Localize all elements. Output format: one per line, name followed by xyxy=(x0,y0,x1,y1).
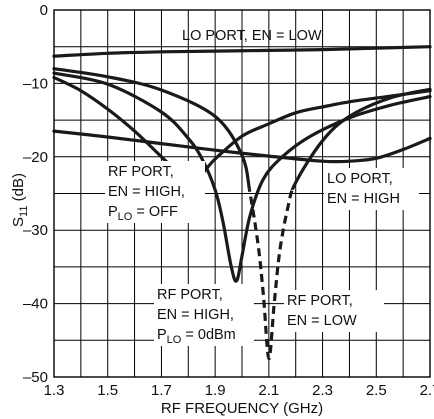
y-axis-label-unit: (dB) xyxy=(10,173,27,206)
annotation-rf-port-en-high-plo-0dbm: RF PORT, EN = HIGH, PLO = 0dBm xyxy=(154,284,254,346)
x-tick-label: 1.5 xyxy=(97,382,118,399)
series-lo-port-en-high-line xyxy=(52,129,432,164)
annotation-rf-port-en-low: RF PORT, EN = LOW xyxy=(284,290,384,332)
y-tick-label: –10 xyxy=(23,75,48,92)
x-tick-label: 1.3 xyxy=(44,382,65,399)
annotation-line: RF PORT, xyxy=(108,164,174,180)
tick-labels: 1.3 1.5 1.7 1.9 2.1 2.3 2.5 2.7 0 –10 –20 –30 –40 –50 xyxy=(23,2,434,399)
y-tick-label: –30 xyxy=(23,222,48,239)
annotation-background xyxy=(154,284,254,346)
curves xyxy=(52,45,432,361)
series-rf-port-en-low-dashed-line xyxy=(247,189,295,361)
x-tick-label: 2.3 xyxy=(312,382,333,399)
x-tick-label: 2.7 xyxy=(420,382,434,399)
annotation-lo-port-en-low: LO PORT, EN = LOW xyxy=(182,28,322,44)
annotation-line: EN = LOW xyxy=(287,313,357,329)
x-tick-label: 2.1 xyxy=(258,382,279,399)
annotation-line: RF PORT, xyxy=(157,287,223,303)
y-axis-label-main: S xyxy=(10,217,27,227)
annotation-line: EN = HIGH xyxy=(327,191,400,207)
series-lo-port-en-low-line xyxy=(52,45,432,58)
annotation-line: RF PORT, xyxy=(287,293,353,309)
annotation-line: PLO = 0dBm xyxy=(157,327,236,346)
annotation-background xyxy=(105,161,205,223)
y-tick-label: –50 xyxy=(23,369,48,386)
y-tick-label: 0 xyxy=(40,2,48,19)
annotation-line: LO PORT, EN = LOW xyxy=(182,28,322,44)
y-tick-label: –40 xyxy=(23,296,48,313)
y-axis-label-subscript: 11 xyxy=(18,206,30,217)
plot-frame xyxy=(53,9,431,378)
annotation-line: LO PORT, xyxy=(327,171,393,187)
x-tick-label: 1.9 xyxy=(205,382,226,399)
annotation-rf-port-en-high-plo-off: LO PORT, EN = HIGH xyxy=(324,168,419,210)
series-rf-port-en-low-line xyxy=(52,67,432,190)
x-axis-label: RF FREQUENCY (GHz) xyxy=(161,400,323,417)
annotation-background xyxy=(284,290,384,332)
annotation-lo-port-en-high: RF PORT, EN = HIGH, PLO = OFF xyxy=(105,161,205,223)
x-tick-label: 1.7 xyxy=(151,382,172,399)
y-axis-label: S11 (dB) xyxy=(10,173,30,227)
x-tick-label: 2.5 xyxy=(366,382,387,399)
annotation-line: PLO = OFF xyxy=(108,204,178,223)
annotation-background xyxy=(324,168,419,210)
annotation-line: EN = HIGH, xyxy=(108,184,185,200)
annotation-line: EN = HIGH, xyxy=(157,307,234,323)
y-tick-label: –20 xyxy=(23,149,48,166)
series-rf-port-en-high-plo-off-line xyxy=(52,75,432,180)
annotations: LO PORT, EN = LOW RF PORT, EN = HIGH, PLO =… xyxy=(105,28,419,346)
series-rf-port-en-high-plo-0dbm-line xyxy=(52,71,432,283)
